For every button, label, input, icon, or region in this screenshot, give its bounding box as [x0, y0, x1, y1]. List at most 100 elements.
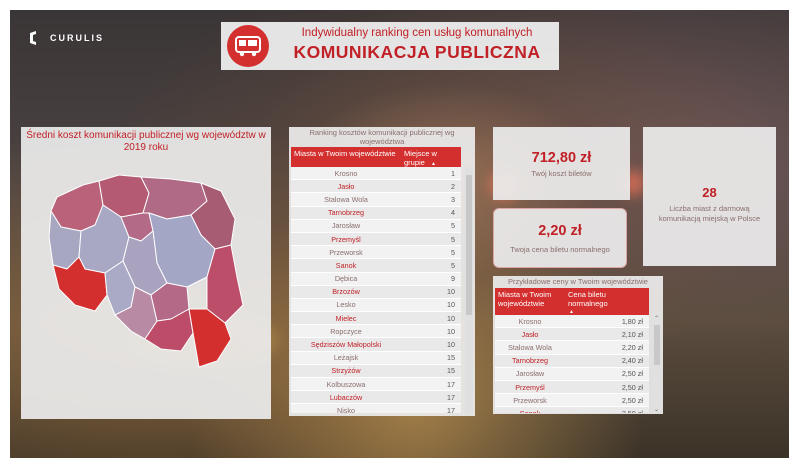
city-cell: Krosno — [334, 168, 358, 178]
city-cell: Mielec — [335, 313, 357, 323]
table-row[interactable]: Sanok2,50 zł — [495, 407, 649, 413]
table-row[interactable]: Przemyśl 5 — [291, 232, 461, 247]
table-row[interactable]: Jarosław 5 — [291, 219, 461, 233]
table-row[interactable]: Tarnobrzeg 4 — [291, 206, 461, 220]
place-cell: 5 — [451, 260, 455, 270]
prices-col-city[interactable]: Miasta w Twoim województwie — [495, 288, 565, 315]
table-row[interactable]: Sędziszów Małopolski 10 — [291, 338, 461, 352]
region-podkarpackie — [188, 308, 232, 368]
table-row[interactable]: Jasło 2,10 zł — [495, 328, 649, 342]
place-cell: 10 — [447, 287, 455, 297]
table-row[interactable]: Przeworsk 2,50 zł — [495, 394, 649, 408]
city-cell: Jasło — [521, 329, 539, 339]
place-cell: 2 — [451, 181, 455, 191]
map-panel: Średni koszt komunikacji publicznej wg w… — [21, 127, 271, 419]
region-lubelskie — [206, 244, 244, 324]
table-row[interactable]: Przeworsk 5 — [291, 246, 461, 260]
poland-map — [48, 174, 244, 368]
place-cell: 10 — [447, 326, 455, 336]
logo-text: CURULIS — [50, 33, 104, 43]
table-row[interactable]: Lubaczów 17 — [291, 391, 461, 405]
table-row[interactable]: Leżajsk 15 — [291, 351, 461, 365]
ranking-panel: Ranking kosztów komunikacji publicznej w… — [289, 127, 475, 416]
ranking-table-header: Miasta w Twoim województwie Miejsce w gr… — [291, 147, 461, 167]
price-cell: 2,50 zł — [621, 382, 643, 392]
place-cell: 9 — [451, 274, 455, 284]
scroll-down-icon[interactable]: ⌄ — [654, 407, 660, 413]
table-row[interactable]: Jarosław 2,50 zł — [495, 367, 649, 381]
prices-panel: Przykładowe ceny w Twoim województwie Mi… — [493, 276, 663, 414]
prices-col-price-label: Cena biletu normalnego — [568, 290, 608, 308]
scroll-up-icon[interactable]: ⌃ — [654, 316, 660, 322]
city-cell: Dębica — [334, 274, 358, 284]
table-row[interactable]: Stalowa Wola 2,20 zł — [495, 341, 649, 355]
place-cell: 17 — [447, 379, 455, 389]
place-cell: 5 — [451, 234, 455, 244]
city-cell: Przeworsk — [329, 247, 363, 257]
city-cell: Strzyżów — [331, 366, 361, 376]
prices-col-city-label: Miasta w Twoim województwie — [498, 290, 552, 308]
free-transport-value: 28 — [702, 185, 717, 200]
price-cell: 2,40 zł — [621, 356, 643, 366]
logo-mark-icon — [30, 31, 36, 45]
sort-asc-icon: ▲ — [431, 161, 436, 167]
table-row[interactable]: Lesko 10 — [291, 298, 461, 313]
ranking-title: Ranking kosztów komunikacji publicznej w… — [309, 128, 455, 146]
city-cell: Leżajsk — [333, 353, 359, 363]
table-row[interactable]: Stalowa Wola 3 — [291, 193, 461, 207]
price-cell: 2,50 zł — [621, 369, 643, 379]
place-cell: 15 — [447, 353, 455, 363]
city-cell: Stalowa Wola — [324, 194, 368, 204]
table-row[interactable]: Brzozów 10 — [291, 285, 461, 299]
table-row[interactable]: Kolbuszowa 17 — [291, 378, 461, 392]
table-row[interactable]: Nisko 17 — [291, 404, 461, 413]
bus-icon — [227, 25, 269, 67]
place-cell: 10 — [447, 313, 455, 323]
place-cell: 10 — [447, 340, 455, 350]
prices-title: Przykładowe ceny w Twoim województwie — [508, 277, 648, 286]
price-cell: 2,50 zł — [621, 395, 643, 405]
city-cell: Tarnobrzeg — [328, 208, 364, 218]
ticket-cost-label: Twój koszt biletów — [531, 169, 592, 178]
ticket-cost-card: 712,80 zł Twój koszt biletów — [493, 127, 630, 200]
price-cell: 2,50 zł — [565, 409, 649, 413]
place-cell: 15 — [447, 366, 455, 376]
price-cell: 1,80 zł — [621, 316, 643, 326]
city-cell: Jarosław — [515, 369, 545, 379]
table-row[interactable]: Mielec 10 — [291, 312, 461, 326]
prices-scroll-thumb[interactable] — [654, 325, 660, 365]
price-cell: 2,20 zł — [621, 342, 643, 352]
place-cell: 3 — [451, 194, 455, 204]
ranking-scroll-thumb[interactable] — [466, 175, 472, 315]
place-cell: 5 — [451, 221, 455, 231]
ranking-col-place[interactable]: Miejsce w grupie ▲ — [401, 147, 461, 167]
table-row[interactable]: Krosno 1,80 zł — [495, 315, 649, 329]
prices-scrollbar[interactable]: ⌃ ⌄ — [653, 315, 661, 413]
ranking-scrollbar[interactable] — [465, 167, 473, 413]
free-transport-card: 28 Liczba miast z darmową komunikacją mi… — [643, 127, 776, 266]
ranking-col-city[interactable]: Miasta w Twoim województwie — [291, 147, 401, 167]
ranking-col-place-label: Miejsce w grupie — [404, 149, 437, 167]
free-transport-label: Liczba miast z darmową komunikacją miejs… — [658, 204, 761, 223]
table-row[interactable]: Przemyśl 2,50 zł — [495, 380, 649, 395]
city-cell: Jarosław — [331, 221, 361, 231]
prices-col-price[interactable]: Cena biletu normalnego ▲ — [565, 288, 649, 315]
city-cell: Przemyśl — [515, 382, 545, 392]
city-cell: Stalowa Wola — [508, 342, 552, 352]
city-cell: Lesko — [336, 300, 356, 310]
normal-ticket-card: 2,20 zł Twoja cena biletu normalnego — [493, 208, 627, 268]
table-row[interactable]: Jasło 2 — [291, 180, 461, 194]
place-cell: 17 — [447, 405, 455, 413]
table-row[interactable]: Ropczyce 10 — [291, 325, 461, 339]
table-row[interactable]: Strzyżów 15 — [291, 364, 461, 378]
city-cell: Lubaczów — [329, 392, 363, 402]
table-row[interactable]: Krosno 1 — [291, 167, 461, 181]
header-banner: Indywidualny ranking cen usług komunalny… — [221, 22, 559, 70]
city-cell: Przeworsk — [513, 395, 547, 405]
table-row[interactable]: Sanok 5 — [291, 259, 461, 273]
city-cell: Tarnobrzeg — [512, 356, 548, 366]
table-row[interactable]: Tarnobrzeg 2,40 zł — [495, 354, 649, 368]
city-cell: Ropczyce — [330, 326, 362, 336]
table-row[interactable]: Dębica 9 — [291, 272, 461, 286]
ranking-col-city-label: Miasta w Twoim województwie — [294, 149, 396, 158]
